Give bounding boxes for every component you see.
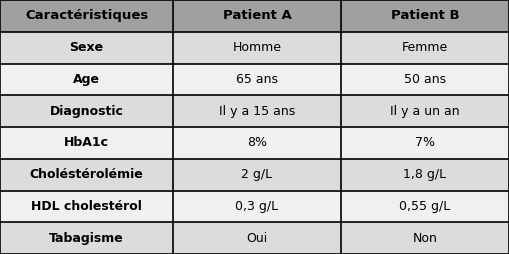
Text: Femme: Femme: [402, 41, 448, 54]
Text: Tabagisme: Tabagisme: [49, 232, 124, 245]
Text: 65 ans: 65 ans: [236, 73, 278, 86]
Bar: [341, 64, 509, 95]
Text: 2 g/L: 2 g/L: [241, 168, 273, 181]
Text: Il y a 15 ans: Il y a 15 ans: [219, 105, 295, 118]
Bar: [0, 64, 173, 95]
Bar: [341, 190, 509, 222]
Text: 8%: 8%: [247, 136, 267, 149]
Text: Diagnostic: Diagnostic: [49, 105, 124, 118]
Text: Non: Non: [413, 232, 437, 245]
Text: Caractéristiques: Caractéristiques: [25, 9, 148, 22]
Bar: [341, 95, 509, 127]
Text: Homme: Homme: [233, 41, 281, 54]
Bar: [341, 159, 509, 190]
Text: 7%: 7%: [415, 136, 435, 149]
Bar: [0, 190, 173, 222]
Bar: [0, 0, 173, 32]
Bar: [341, 222, 509, 254]
Bar: [173, 159, 341, 190]
Bar: [0, 95, 173, 127]
Bar: [173, 190, 341, 222]
Text: HbA1c: HbA1c: [64, 136, 109, 149]
Bar: [341, 32, 509, 64]
Text: 0,3 g/L: 0,3 g/L: [236, 200, 278, 213]
Text: 1,8 g/L: 1,8 g/L: [404, 168, 446, 181]
Text: Patient A: Patient A: [222, 9, 292, 22]
Text: 50 ans: 50 ans: [404, 73, 446, 86]
Text: Choléstérolémie: Choléstérolémie: [30, 168, 144, 181]
Bar: [173, 95, 341, 127]
Bar: [0, 32, 173, 64]
Bar: [173, 0, 341, 32]
Bar: [341, 0, 509, 32]
Bar: [173, 222, 341, 254]
Text: Oui: Oui: [246, 232, 268, 245]
Bar: [0, 222, 173, 254]
Text: HDL cholestérol: HDL cholestérol: [31, 200, 142, 213]
Bar: [0, 159, 173, 190]
Bar: [173, 127, 341, 159]
Bar: [341, 127, 509, 159]
Text: 0,55 g/L: 0,55 g/L: [400, 200, 450, 213]
Text: Age: Age: [73, 73, 100, 86]
Text: Patient B: Patient B: [391, 9, 459, 22]
Bar: [0, 127, 173, 159]
Bar: [173, 32, 341, 64]
Text: Sexe: Sexe: [69, 41, 104, 54]
Bar: [173, 64, 341, 95]
Text: Il y a un an: Il y a un an: [390, 105, 460, 118]
